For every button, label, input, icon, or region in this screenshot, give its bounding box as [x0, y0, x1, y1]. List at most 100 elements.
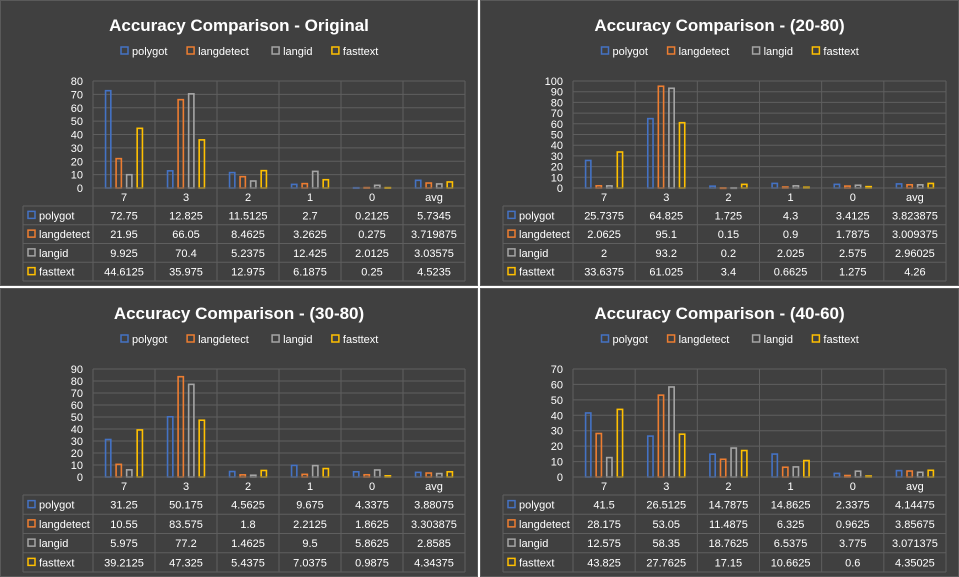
- table-row-langid: langid 12.575 58.35 18.7625 6.5375 3.775 3.071…: [507, 538, 938, 550]
- bar-langid-7: [605, 456, 613, 478]
- legend-item-langid: langid: [751, 46, 793, 58]
- table-cell-value: 0.6625: [774, 267, 808, 279]
- legend-item-polygot: polygot: [120, 334, 167, 346]
- bar-langdetect-7: [595, 432, 603, 478]
- table-row-langdetect: langdetect 10.55 83.575 1.8 2.2125 1.8625 3.30…: [27, 519, 457, 531]
- table-cell-value: 3.719875: [411, 229, 457, 241]
- bar-langid-7: [125, 173, 133, 189]
- table-cell-value: 95.1: [656, 229, 677, 241]
- y-tick-label: 30: [71, 143, 83, 155]
- bar-langdetect-avg: [425, 472, 433, 478]
- table-cell-value: 0.9875: [355, 557, 389, 569]
- table-cell-value: 12.825: [169, 210, 203, 222]
- table-cell-value: 1.8625: [355, 519, 389, 531]
- x-tick-label: 2: [725, 192, 731, 204]
- table-cell-value: 77.2: [175, 538, 196, 550]
- table-row-label: langdetect: [39, 519, 90, 531]
- table-row-swatch: [27, 210, 36, 220]
- bar-polygot-1: [290, 183, 298, 189]
- table-row-label: polygot: [519, 210, 554, 222]
- table-cell-value: 3.009375: [892, 229, 938, 241]
- legend-swatch: [811, 46, 821, 55]
- bar-langid-7: [125, 469, 133, 478]
- table-row-label: langid: [519, 248, 548, 260]
- y-tick-label: 70: [71, 388, 83, 400]
- bar-langid-0: [854, 470, 862, 478]
- bar-langid-3: [668, 386, 675, 478]
- table-row-swatch: [507, 266, 516, 276]
- bar-langid-avg: [435, 472, 443, 478]
- bar-polygot-avg: [414, 471, 422, 478]
- table-cell-value: 2.575: [839, 248, 867, 260]
- table-cell-value: 8.4625: [231, 229, 265, 241]
- table-row-polygot: polygot 31.25 50.175 4.5625 9.675 4.3375 3.880…: [27, 499, 454, 512]
- table-cell-value: 33.6375: [584, 267, 624, 279]
- bar-polygot-7: [584, 412, 592, 478]
- table-row-fasttext: fasttext 44.6125 35.975 12.975 6.1875 0.25 4.5…: [27, 267, 451, 279]
- x-tick-label: 1: [307, 192, 313, 204]
- table-cell-value: 2.3375: [836, 500, 870, 512]
- bar-polygot-avg: [895, 469, 903, 478]
- bar-langid-3: [668, 87, 675, 189]
- y-tick-label: 30: [551, 426, 563, 438]
- y-tick-label: 10: [71, 170, 83, 182]
- table-cell-value: 53.05: [652, 519, 680, 531]
- table-row-swatch: [27, 519, 36, 528]
- y-tick-label: 80: [551, 97, 563, 109]
- table-cell-value: 70.4: [175, 248, 196, 260]
- table-row-fasttext: fasttext 39.2125 47.325 5.4375 7.0375 0.9875 4…: [27, 557, 454, 569]
- y-tick-label: 10: [551, 172, 563, 184]
- table-cell-value: 10.55: [110, 519, 138, 531]
- bar-langdetect-3: [657, 394, 665, 478]
- table-cell-value: 18.7625: [709, 538, 749, 550]
- bar-fasttext-avg: [927, 182, 935, 189]
- y-tick-label: 40: [551, 140, 563, 152]
- chart-svg: Accuracy Comparison - (40-60) polygot lang…: [502, 304, 947, 573]
- table-cell-value: 4.35025: [895, 557, 935, 569]
- y-tick-label: 60: [71, 400, 83, 412]
- legend-swatch: [271, 334, 280, 343]
- legend-item-langdetect: langdetect: [666, 334, 729, 346]
- table-cell-value: 0.275: [358, 229, 386, 241]
- table-cell-value: 44.6125: [104, 267, 144, 279]
- y-tick-label: 40: [71, 424, 83, 436]
- table-row-label: fasttext: [519, 267, 554, 279]
- bar-langid-avg: [435, 183, 443, 189]
- table-cell-value: 7.0375: [293, 557, 327, 569]
- legend-swatch: [331, 334, 340, 343]
- legend-swatch: [120, 46, 129, 55]
- x-tick-label: 2: [245, 481, 251, 493]
- table-row-swatch: [27, 557, 36, 567]
- bar-fasttext-3: [678, 433, 686, 478]
- bar-langdetect-1: [781, 466, 789, 478]
- table-row-swatch: [27, 229, 36, 238]
- x-tick-label: 7: [121, 192, 127, 204]
- y-tick-label: 20: [71, 156, 83, 168]
- table-cell-value: 5.8625: [355, 538, 389, 550]
- table-row-swatch: [27, 248, 36, 257]
- chart-panel-20-80: Accuracy Comparison - (20-80) polygot lang…: [480, 0, 959, 286]
- legend-label: fasttext: [823, 334, 858, 346]
- bar-polygot-3: [166, 170, 174, 189]
- table-cell-value: 1.4625: [231, 538, 265, 550]
- table-row-swatch: [27, 499, 36, 509]
- y-tick-label: 20: [71, 448, 83, 460]
- table-cell-value: 28.175: [587, 519, 621, 531]
- table-cell-value: 66.05: [172, 229, 200, 241]
- table-cell-value: 3.85675: [895, 519, 935, 531]
- bar-fasttext-avg: [446, 470, 454, 478]
- legend-label: polygot: [613, 46, 648, 58]
- table-row-label: fasttext: [39, 267, 74, 279]
- legend-swatch: [666, 46, 676, 55]
- legend-swatch: [186, 46, 195, 55]
- y-tick-label: 0: [77, 183, 83, 195]
- chart-panel-30-80: Accuracy Comparison - (30-80) polygot lang…: [0, 288, 478, 577]
- legend-swatch: [331, 46, 340, 55]
- x-tick-label: avg: [906, 192, 924, 204]
- table-cell-value: 5.7345: [417, 210, 451, 222]
- table-cell-value: 39.2125: [104, 557, 144, 569]
- bar-fasttext-1: [802, 459, 810, 478]
- bar-polygot-1: [771, 453, 779, 478]
- table-cell-value: 50.175: [169, 500, 203, 512]
- chart-svg: Accuracy Comparison - (20-80) polygot lang…: [502, 16, 947, 282]
